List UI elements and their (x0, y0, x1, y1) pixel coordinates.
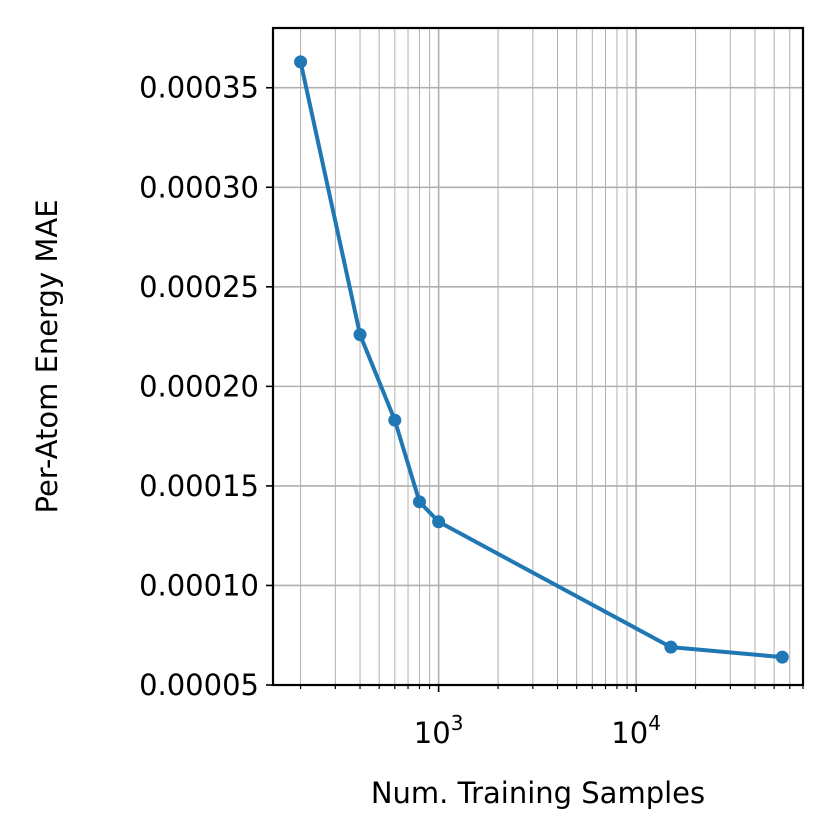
x-tick-label: 103 (414, 711, 464, 750)
y-tick-label: 0.00025 (139, 270, 259, 304)
y-tick-label: 0.00035 (139, 71, 259, 105)
grid-lines (273, 28, 804, 686)
data-point (294, 55, 308, 69)
y-axis-label: Per-Atom Energy MAE (30, 199, 64, 513)
y-tick-label: 0.00005 (139, 668, 259, 702)
x-tick-labels: 103 104 (414, 711, 661, 750)
x-tick-exponent: 4 (648, 711, 661, 735)
data-point (432, 515, 446, 529)
plot-frame (271, 26, 805, 687)
y-tick-labels: 0.00005 0.00010 0.00015 0.00020 0.00025 0.000… (139, 71, 259, 702)
y-tick-label: 0.00020 (139, 369, 259, 403)
data-point (412, 495, 426, 509)
x-tick-exponent: 3 (451, 711, 464, 735)
data-point (664, 640, 678, 654)
axis-ticks (266, 86, 804, 692)
y-tick-label: 0.00030 (139, 170, 259, 204)
data-point (775, 650, 789, 664)
x-axis-label: Num. Training Samples (371, 776, 705, 810)
y-tick-label: 0.00010 (139, 568, 259, 602)
series-line (298, 59, 785, 660)
x-tick-base: 10 (611, 716, 648, 750)
x-tick-label: 104 (611, 711, 661, 750)
x-tick-base: 10 (414, 716, 451, 750)
data-point (353, 328, 367, 342)
y-tick-label: 0.00015 (139, 469, 259, 503)
series-layer (294, 55, 789, 664)
data-point (388, 413, 402, 427)
